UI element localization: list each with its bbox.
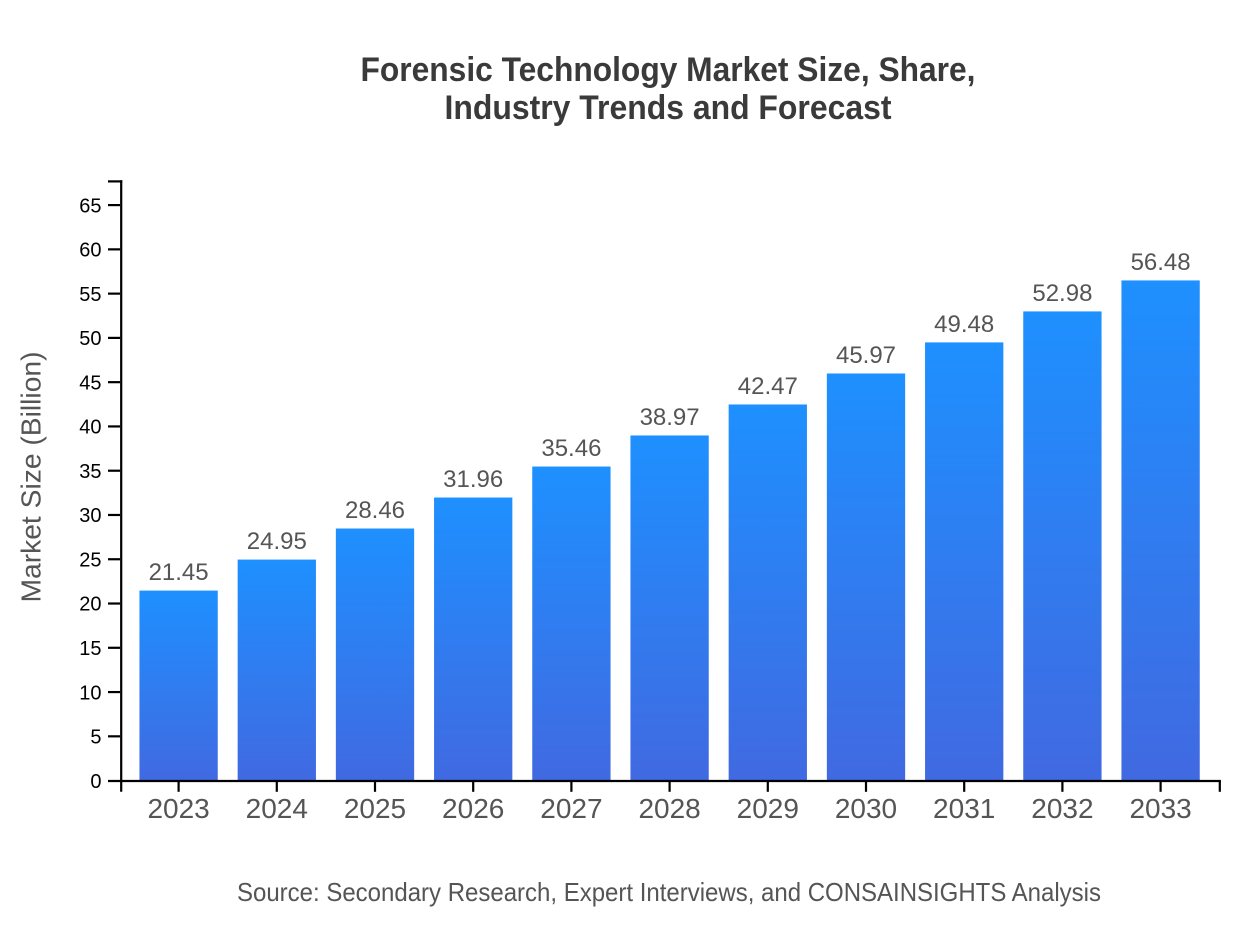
svg-text:38.97: 38.97 [640,404,700,431]
svg-text:2024: 2024 [246,793,308,824]
svg-text:40: 40 [79,417,101,439]
svg-text:49.48: 49.48 [934,311,994,338]
svg-text:65: 65 [79,195,101,217]
svg-text:30: 30 [79,505,101,527]
svg-text:45.97: 45.97 [836,342,896,369]
svg-text:28.46: 28.46 [345,497,405,524]
svg-text:2027: 2027 [540,793,602,824]
svg-text:56.48: 56.48 [1131,249,1191,276]
svg-text:21.45: 21.45 [149,559,209,586]
svg-text:60: 60 [79,240,101,262]
svg-text:2026: 2026 [442,793,504,824]
svg-text:10: 10 [79,682,101,704]
svg-text:Source: Secondary Research, Ex: Source: Secondary Research, Expert Inter… [237,877,1101,907]
svg-text:15: 15 [79,638,101,660]
svg-text:Forensic Technology Market Siz: Forensic Technology Market Size, Share, [361,51,976,89]
svg-text:35: 35 [79,461,101,483]
svg-text:2031: 2031 [933,793,995,824]
svg-text:2033: 2033 [1129,793,1191,824]
svg-text:42.47: 42.47 [738,373,798,400]
svg-text:2032: 2032 [1031,793,1093,824]
svg-text:0: 0 [90,771,101,793]
svg-text:2025: 2025 [344,793,406,824]
svg-text:2028: 2028 [638,793,700,824]
svg-text:52.98: 52.98 [1032,280,1092,307]
svg-text:31.96: 31.96 [443,466,503,493]
svg-text:45: 45 [79,372,101,394]
svg-text:25: 25 [79,549,101,571]
svg-text:2029: 2029 [737,793,799,824]
svg-text:2030: 2030 [835,793,897,824]
svg-text:2023: 2023 [147,793,209,824]
svg-text:24.95: 24.95 [247,528,307,555]
svg-text:20: 20 [79,594,101,616]
svg-text:35.46: 35.46 [541,435,601,462]
svg-text:Industry Trends and Forecast: Industry Trends and Forecast [445,89,892,127]
svg-text:5: 5 [90,727,101,749]
svg-text:Market Size (Billion): Market Size (Billion) [16,352,47,603]
svg-text:50: 50 [79,328,101,350]
svg-text:55: 55 [79,284,101,306]
